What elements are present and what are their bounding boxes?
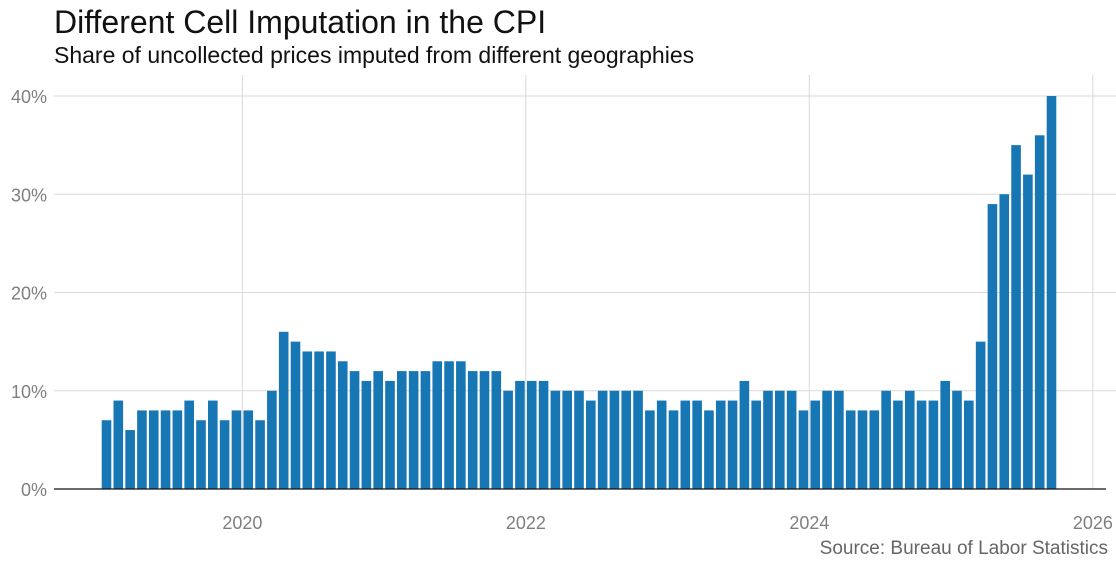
bar (172, 410, 183, 489)
x-tick-label: 2022 (506, 513, 546, 533)
bar (467, 371, 478, 489)
bar (999, 194, 1010, 489)
bar (219, 420, 230, 489)
bar (526, 380, 537, 489)
bar (503, 390, 513, 489)
bar (964, 400, 974, 489)
bar (574, 390, 584, 489)
x-tick-label: 2020 (222, 513, 262, 533)
bar (834, 390, 844, 489)
bar (739, 380, 750, 489)
bar (208, 400, 218, 489)
bar (751, 400, 761, 489)
bar (349, 371, 360, 489)
bar (408, 371, 419, 489)
bar (904, 390, 915, 489)
bar (715, 400, 726, 489)
bar (940, 380, 950, 489)
y-tick-label: 20% (11, 284, 47, 304)
bar (373, 371, 383, 489)
bar (148, 410, 159, 489)
x-tick-label: 2024 (789, 513, 829, 533)
bar (444, 361, 454, 489)
bar (267, 390, 277, 489)
bar (326, 351, 336, 489)
bar (633, 390, 643, 489)
bar (420, 371, 431, 489)
bar (101, 420, 112, 489)
bar (1011, 145, 1021, 490)
bar (184, 400, 194, 489)
bar (515, 380, 525, 489)
bar (137, 410, 147, 489)
bar (160, 410, 171, 489)
bar (987, 204, 998, 489)
bar (243, 410, 254, 489)
bar (278, 331, 289, 489)
bar (550, 390, 561, 489)
bar (597, 390, 608, 489)
chart-title: Different Cell Imputation in the CPI (54, 4, 547, 40)
bar (255, 420, 265, 489)
bar (397, 371, 407, 489)
bar (668, 410, 679, 489)
bar (491, 371, 502, 489)
bars (101, 96, 1057, 490)
bar (1023, 174, 1033, 489)
y-tick-label: 30% (11, 185, 47, 205)
bar (456, 361, 466, 489)
bar (385, 380, 395, 489)
bar (845, 410, 856, 489)
bar (656, 400, 667, 489)
bar (727, 400, 738, 489)
y-tick-label: 40% (11, 87, 47, 107)
bar (775, 390, 785, 489)
bar (479, 371, 490, 489)
chart-subtitle: Share of uncollected prices imputed from… (54, 42, 695, 68)
bar (645, 410, 655, 489)
bar (857, 410, 868, 489)
bar (704, 410, 714, 489)
bar (680, 400, 691, 489)
bar (928, 400, 939, 489)
bar (786, 390, 797, 489)
bar (893, 400, 903, 489)
bar (869, 410, 880, 489)
bar (586, 400, 596, 489)
bar (952, 390, 962, 489)
bar (231, 410, 242, 489)
bar (621, 390, 632, 489)
bar (975, 341, 986, 490)
bar (798, 410, 809, 489)
bar (881, 390, 891, 489)
bar (916, 400, 927, 489)
x-tick-label: 2026 (1073, 513, 1113, 533)
gridlines (54, 75, 1116, 489)
y-tick-label: 10% (11, 382, 47, 402)
bar (361, 380, 372, 489)
bar (1034, 135, 1045, 490)
bar (314, 351, 324, 489)
bar (196, 420, 206, 489)
bar (290, 341, 301, 490)
bar (113, 400, 124, 489)
bar (302, 351, 313, 489)
bar (125, 430, 135, 489)
bar (692, 400, 702, 489)
source-note: Source: Bureau of Labor Statistics (819, 538, 1108, 559)
axes: 0% 10% 20% 30% 40% 2020 2022 2024 2026 (11, 87, 1113, 533)
bar (337, 361, 348, 489)
bar (763, 390, 773, 489)
bar (562, 390, 572, 489)
bar (432, 361, 443, 489)
bar (822, 390, 832, 489)
bar (538, 380, 549, 489)
bar (810, 400, 821, 489)
y-tick-label: 0% (21, 480, 47, 500)
bar (609, 390, 620, 489)
bar (1046, 96, 1057, 489)
